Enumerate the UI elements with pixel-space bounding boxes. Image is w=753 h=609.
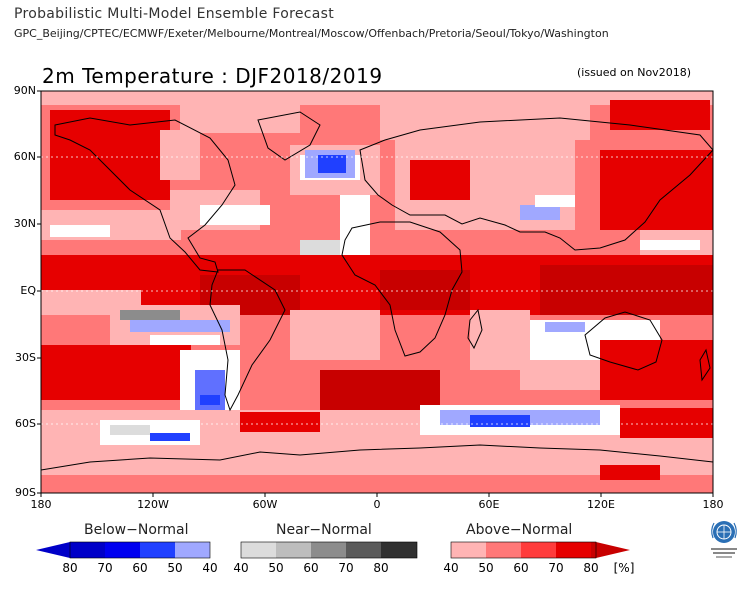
legend-near-swatch-50 bbox=[276, 542, 311, 558]
legend-above-arrow bbox=[596, 542, 630, 558]
lat-label-eq: EQ bbox=[20, 284, 36, 297]
legend-below-swatch-80 bbox=[70, 542, 105, 558]
legend-colorbars bbox=[36, 541, 630, 559]
legend-near-title: Near−Normal bbox=[276, 522, 372, 538]
lat-label-90n: 90N bbox=[13, 84, 36, 97]
lat-label-60s: 60S bbox=[15, 417, 36, 430]
legend-near-tick: 70 bbox=[338, 561, 354, 575]
legend-below-tick: 50 bbox=[167, 561, 183, 575]
legend-above-tick: 40 bbox=[443, 561, 459, 575]
legend-below-swatch-70 bbox=[105, 542, 140, 558]
legend-near-swatch-80 bbox=[381, 542, 417, 558]
legend-near-swatch-40 bbox=[241, 542, 276, 558]
legend-near-swatch-70 bbox=[346, 542, 381, 558]
legend-below-title: Below−Normal bbox=[84, 522, 189, 538]
header-title: Probabilistic Multi-Model Ensemble Forec… bbox=[14, 6, 335, 22]
legend-below-arrow bbox=[36, 542, 70, 558]
lon-label-60w: 60W bbox=[252, 498, 278, 511]
wmo-logo bbox=[711, 521, 737, 558]
header-contributors: GPC_Beijing/CPTEC/ECMWF/Exeter/Melbourne… bbox=[14, 27, 609, 40]
legend-below-swatch-50 bbox=[175, 542, 210, 558]
lon-label-180w: 180 bbox=[30, 498, 52, 511]
legend-above-swatch-40 bbox=[451, 542, 486, 558]
legend-below-swatch-60 bbox=[140, 542, 175, 558]
lon-label-180e: 180 bbox=[702, 498, 724, 511]
issued-date: (issued on Nov2018) bbox=[577, 66, 691, 79]
legend-above-swatch-60 bbox=[521, 542, 556, 558]
lon-label-120e: 120E bbox=[587, 498, 615, 511]
legend-below-tick: 70 bbox=[97, 561, 113, 575]
legend-near-tick: 80 bbox=[373, 561, 389, 575]
legend-near-swatch-60 bbox=[311, 542, 346, 558]
legend-near-tick: 60 bbox=[303, 561, 319, 575]
legend-below-tick: 60 bbox=[132, 561, 148, 575]
lat-label-90s: 90S bbox=[15, 486, 36, 499]
legend-above-tick: 60 bbox=[513, 561, 529, 575]
map-title: 2m Temperature : DJF2018/2019 bbox=[42, 64, 383, 88]
lat-label-30n: 30N bbox=[13, 217, 36, 230]
legend-near-tick: 40 bbox=[233, 561, 249, 575]
legend-above-swatch-70 bbox=[556, 542, 591, 558]
legend-above-title: Above−Normal bbox=[466, 522, 573, 538]
legend-below-tick: 40 bbox=[202, 561, 218, 575]
lat-label-30s: 30S bbox=[15, 351, 36, 364]
lon-label-60e: 60E bbox=[478, 498, 500, 511]
legend-above-tick: 50 bbox=[478, 561, 494, 575]
legend-above-tick: 70 bbox=[548, 561, 564, 575]
lon-label-120w: 120W bbox=[137, 498, 169, 511]
legend-above-swatch-80 bbox=[591, 542, 596, 558]
lat-label-60n: 60N bbox=[13, 150, 36, 163]
lon-label-0: 0 bbox=[373, 498, 381, 511]
legend-above-swatch-50 bbox=[486, 542, 521, 558]
legend-below-tick: 80 bbox=[62, 561, 78, 575]
legend-near-tick: 50 bbox=[268, 561, 284, 575]
legend-unit: [%] bbox=[613, 561, 635, 575]
legend-above-tick: 80 bbox=[583, 561, 599, 575]
